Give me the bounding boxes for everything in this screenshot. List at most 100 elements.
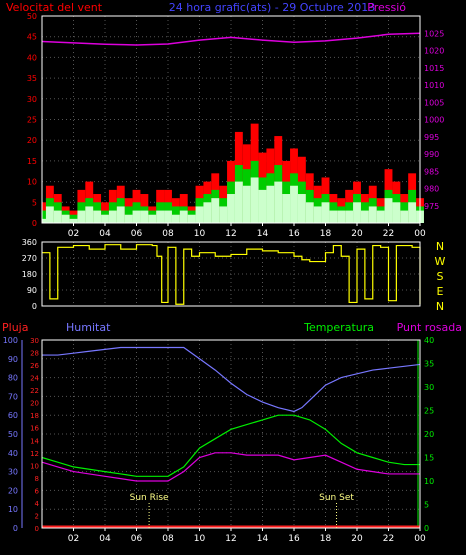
temperature-label: Temperatura (303, 321, 374, 334)
wind-tick-label: 0 (32, 219, 37, 228)
pressure-tick-label: 1005 (424, 98, 444, 107)
direction-tick-label: 270 (22, 254, 37, 263)
x-tick-label: 00 (414, 229, 426, 239)
compass-label: S (437, 270, 444, 283)
min-bar (400, 210, 409, 223)
climate-grid (42, 339, 420, 529)
min-bar (61, 214, 70, 223)
direction-plot-frame (41, 241, 421, 307)
wind-tick-label: 30 (27, 95, 37, 104)
min-bar (290, 185, 298, 223)
min-bar (376, 210, 385, 223)
humidity-label: Humitat (66, 321, 111, 334)
min-bar (313, 206, 322, 223)
dewpoint-line (41, 452, 420, 482)
min-bar (148, 214, 157, 223)
sun-marker-label: Sun Set (319, 493, 354, 503)
min-bar (179, 210, 188, 223)
wind-bars (42, 123, 424, 223)
min-bar (337, 210, 346, 223)
min-bar (156, 210, 165, 223)
x-tick-label: 20 (351, 229, 363, 239)
min-bar (219, 206, 228, 223)
min-bar (85, 206, 94, 223)
x-tick-label: 18 (320, 534, 332, 544)
temperature-tick-label: 0 (424, 524, 429, 533)
dewpoint-label: Punt rosada (397, 321, 462, 334)
rain-tick-label: 6 (35, 487, 40, 495)
x-tick-label: 14 (257, 534, 269, 544)
humidity-tick-label: 10 (8, 505, 18, 514)
compass-label: N (436, 300, 444, 313)
temperature-tick-label: 10 (424, 477, 434, 486)
rain-tick-label: 14 (30, 437, 39, 445)
pressure-tick-label: 975 (424, 202, 439, 211)
humidity-tick-label: 30 (8, 468, 18, 477)
humidity-tick-label: 0 (13, 524, 18, 533)
wind-tick-label: 25 (27, 116, 37, 125)
min-bar (124, 214, 133, 223)
pressure-tick-label: 1020 (424, 47, 444, 56)
x-tick-label: 10 (194, 229, 206, 239)
min-bar (384, 198, 393, 223)
temperature-tick-label: 5 (424, 501, 429, 510)
humidity-tick-label: 100 (3, 336, 18, 345)
x-tick-label: 14 (257, 229, 269, 239)
wind-tick-label: 20 (27, 136, 37, 145)
min-bar (195, 206, 204, 223)
pressure-tick-label: 1000 (424, 116, 444, 125)
min-bar (53, 210, 62, 223)
direction-tick-label: 90 (27, 286, 37, 295)
wind-tick-label: 45 (27, 33, 37, 42)
temperature-line (41, 414, 420, 477)
pressure-tick-label: 1010 (424, 81, 444, 90)
min-bar (69, 218, 78, 223)
x-tick-label: 06 (131, 229, 143, 239)
rain-tick-label: 0 (35, 525, 39, 533)
x-tick-label: 04 (99, 534, 111, 544)
temperature-tick-label: 25 (424, 407, 434, 416)
min-bar (353, 202, 361, 223)
compass-label: E (437, 285, 444, 298)
min-bar (227, 194, 235, 223)
min-bar (108, 210, 117, 223)
direction-line (42, 244, 421, 305)
min-bar (258, 189, 267, 223)
pressure-line (41, 32, 421, 46)
x-tick-label: 20 (351, 534, 363, 544)
pressure-tick-label: 980 (424, 185, 439, 194)
min-bar (360, 210, 369, 223)
wind-speed-label: Velocitat del vent (6, 1, 103, 14)
min-bar (116, 206, 125, 223)
wind-axis-ticks: 0 5 10 15 20 25 30 35 40 45 50 (27, 12, 37, 228)
min-bar (297, 194, 306, 223)
rain-tick-label: 12 (30, 450, 39, 458)
direction-axis-ticks: 0 90 180 270 360 (22, 238, 37, 311)
sun-annotations: Sun Rise Sun Set (130, 493, 354, 528)
x-tick-label: 16 (288, 229, 300, 239)
min-bar (329, 210, 338, 223)
rain-tick-label: 20 (30, 400, 39, 408)
direction-tick-label: 0 (32, 302, 37, 311)
compass-label: W (435, 255, 446, 268)
temperature-axis-ticks: 0 5 10 15 20 25 30 35 40 (424, 336, 434, 533)
rain-tick-label: 24 (30, 375, 39, 383)
min-bar (132, 210, 141, 223)
pressure-tick-label: 990 (424, 150, 439, 159)
chart-title: 24 hora grafic(ats) - 29 Octubre 2013 (169, 1, 376, 14)
rain-tick-label: 16 (30, 425, 39, 433)
min-bar (242, 185, 251, 223)
wind-tick-label: 5 (32, 198, 37, 207)
min-bar (211, 198, 220, 223)
rain-tick-label: 10 (30, 462, 39, 470)
rain-tick-label: 28 (30, 350, 39, 358)
direction-tick-label: 180 (22, 270, 37, 279)
x-tick-label: 02 (68, 534, 79, 544)
humidity-tick-label: 40 (8, 449, 18, 458)
sun-marker-label: Sun Rise (130, 493, 169, 503)
x-tick-label: 08 (162, 229, 174, 239)
x-tick-label: 22 (383, 229, 394, 239)
rain-tick-label: 22 (30, 387, 39, 395)
